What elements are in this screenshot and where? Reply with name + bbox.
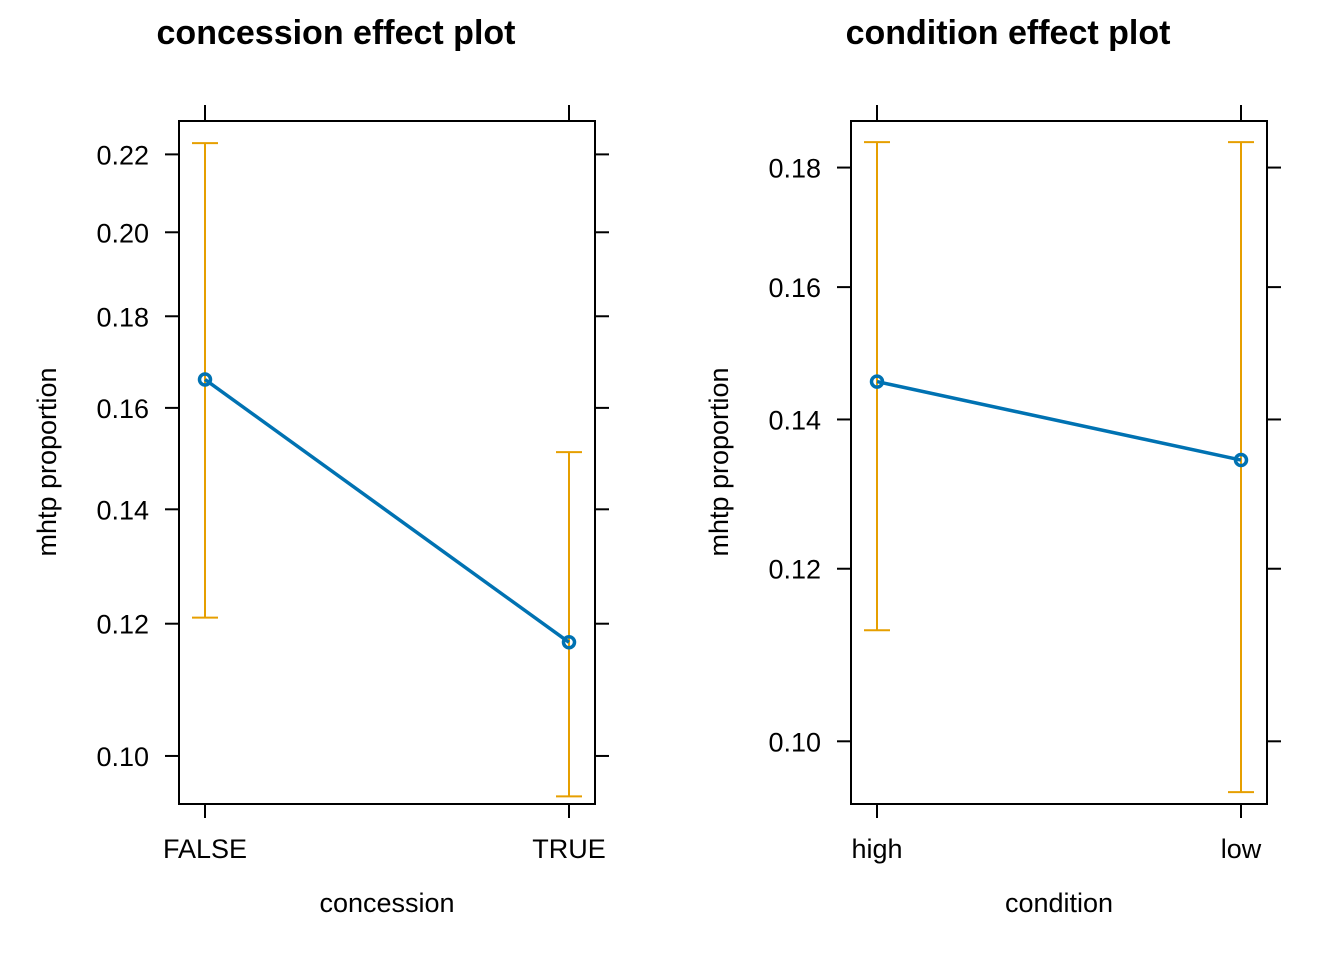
x-tick-label: low [1221,834,1262,864]
y-tick-label: 0.14 [96,495,149,525]
plot-frame [850,120,1268,805]
y-tick-label: 0.12 [768,555,821,585]
y-tick-label: 0.14 [768,405,821,435]
y-tick-label: 0.10 [768,727,821,757]
y-axis-label: mhtp proportion [704,367,734,556]
concession-effect-panel: concession effect plot 0.100.120.140.160… [32,14,609,918]
condition-effect-panel: condition effect plot 0.100.120.140.160.… [704,14,1281,918]
plot-frame [178,120,596,805]
data-point [561,635,577,650]
series-line [203,378,571,644]
y-tick-label: 0.18 [768,154,821,184]
x-tick-label: FALSE [163,834,247,864]
y-axis-label: mhtp proportion [32,367,62,556]
y-tick-label: 0.16 [768,273,821,303]
plot-marks: 0.10 0.12 0.14 0.16 0.18 0.20 0.22 FALSE TRUE [96,105,609,864]
chart-title: concession effect plot [157,14,516,52]
y-tick-label: 0.22 [96,140,149,170]
y-tick-label: 0.18 [96,302,149,332]
y-tick-label: 0.10 [96,742,149,772]
y-tick-label: 0.12 [96,610,149,640]
y-tick-label: 0.20 [96,218,149,248]
y-tick-label: 0.16 [96,394,149,424]
data-point [869,374,885,389]
chart-title: condition effect plot [846,14,1171,52]
x-tick-label: high [851,834,902,864]
x-axis-label: concession [319,888,454,918]
x-tick-label: TRUE [532,834,606,864]
plot-marks: 0.10 0.12 0.14 0.16 0.18 high low [768,105,1281,864]
x-axis-label: condition [1005,888,1113,918]
data-point [197,372,213,387]
series-line [876,379,1242,462]
data-point [1233,452,1249,468]
